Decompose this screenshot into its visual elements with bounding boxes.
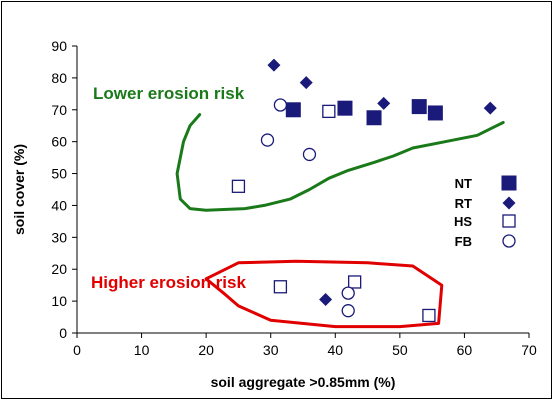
x-tick-label-60: 60: [457, 342, 473, 358]
y-tick-label-30: 30: [51, 229, 67, 245]
y-tick-label-0: 0: [59, 325, 67, 341]
data-points: [231, 58, 497, 323]
y-tick-label-50: 50: [51, 166, 67, 182]
nt-point-5: [427, 105, 443, 121]
rt-point-4: [483, 101, 497, 115]
legend: NT RT HS FB: [454, 175, 517, 249]
y-tick-label-60: 60: [51, 134, 67, 150]
y-tick-label-90: 90: [51, 38, 67, 54]
fb-point-2: [260, 133, 275, 147]
zone-label-higher-risk: Higher erosion risk: [91, 273, 246, 292]
nt-point-1: [285, 102, 301, 118]
x-tick-label-20: 20: [198, 342, 214, 358]
x-tick-label-0: 0: [73, 342, 81, 358]
x-tick-label-30: 30: [263, 342, 279, 358]
higher-risk-boundary: [204, 259, 444, 329]
zone-label-lower-risk: Lower erosion risk: [93, 84, 245, 103]
legend-marker-nt: [501, 175, 517, 191]
rt-point-2: [299, 76, 313, 90]
y-axis-title: soil cover (%): [11, 144, 27, 235]
lower-risk-boundary: [175, 113, 505, 212]
y-tick-label-80: 80: [51, 70, 67, 86]
legend-marker-rt: [502, 196, 516, 210]
fb-point-5: [341, 304, 355, 318]
rt-point-3: [377, 96, 391, 110]
x-tick-label-50: 50: [392, 342, 408, 358]
y-tick-label-20: 20: [51, 261, 67, 277]
fb-point-1: [273, 98, 288, 112]
hs-point-1: [231, 179, 246, 193]
hs-point-3: [273, 280, 288, 294]
x-tick-label-70: 70: [521, 342, 537, 358]
x-axis-ticks: 0 10 20 30 40 50 60 70: [73, 333, 537, 358]
y-axis-ticks: 0 10 20 30 40 50 60 70 80 90: [51, 38, 77, 341]
legend-label-rt: RT: [455, 196, 472, 211]
y-tick-label-10: 10: [51, 293, 67, 309]
y-tick-label-40: 40: [51, 197, 67, 213]
y-tick-label-70: 70: [51, 102, 67, 118]
nt-point-4: [411, 99, 427, 115]
fb-point-4: [341, 286, 355, 300]
hs-point-5: [422, 308, 436, 323]
nt-point-3: [366, 110, 382, 126]
axes: [76, 46, 529, 334]
hs-point-2: [322, 104, 336, 119]
x-tick-label-40: 40: [327, 342, 343, 358]
hs-point-4: [348, 275, 362, 289]
x-axis-title: soil aggregate >0.85mm (%): [211, 374, 396, 390]
fb-point-3: [302, 147, 317, 162]
legend-label-nt: NT: [455, 176, 472, 191]
rt-point-1: [267, 58, 281, 72]
legend-label-fb: FB: [455, 234, 472, 249]
risk-zones: [175, 113, 505, 329]
legend-label-hs: HS: [454, 214, 472, 229]
x-tick-label-10: 10: [134, 342, 150, 358]
rt-point-5: [319, 293, 333, 307]
legend-marker-fb: [502, 234, 516, 248]
nt-point-2: [337, 100, 353, 116]
legend-marker-hs: [502, 214, 516, 228]
zone-labels: Lower erosion risk Higher erosion risk: [91, 84, 246, 292]
